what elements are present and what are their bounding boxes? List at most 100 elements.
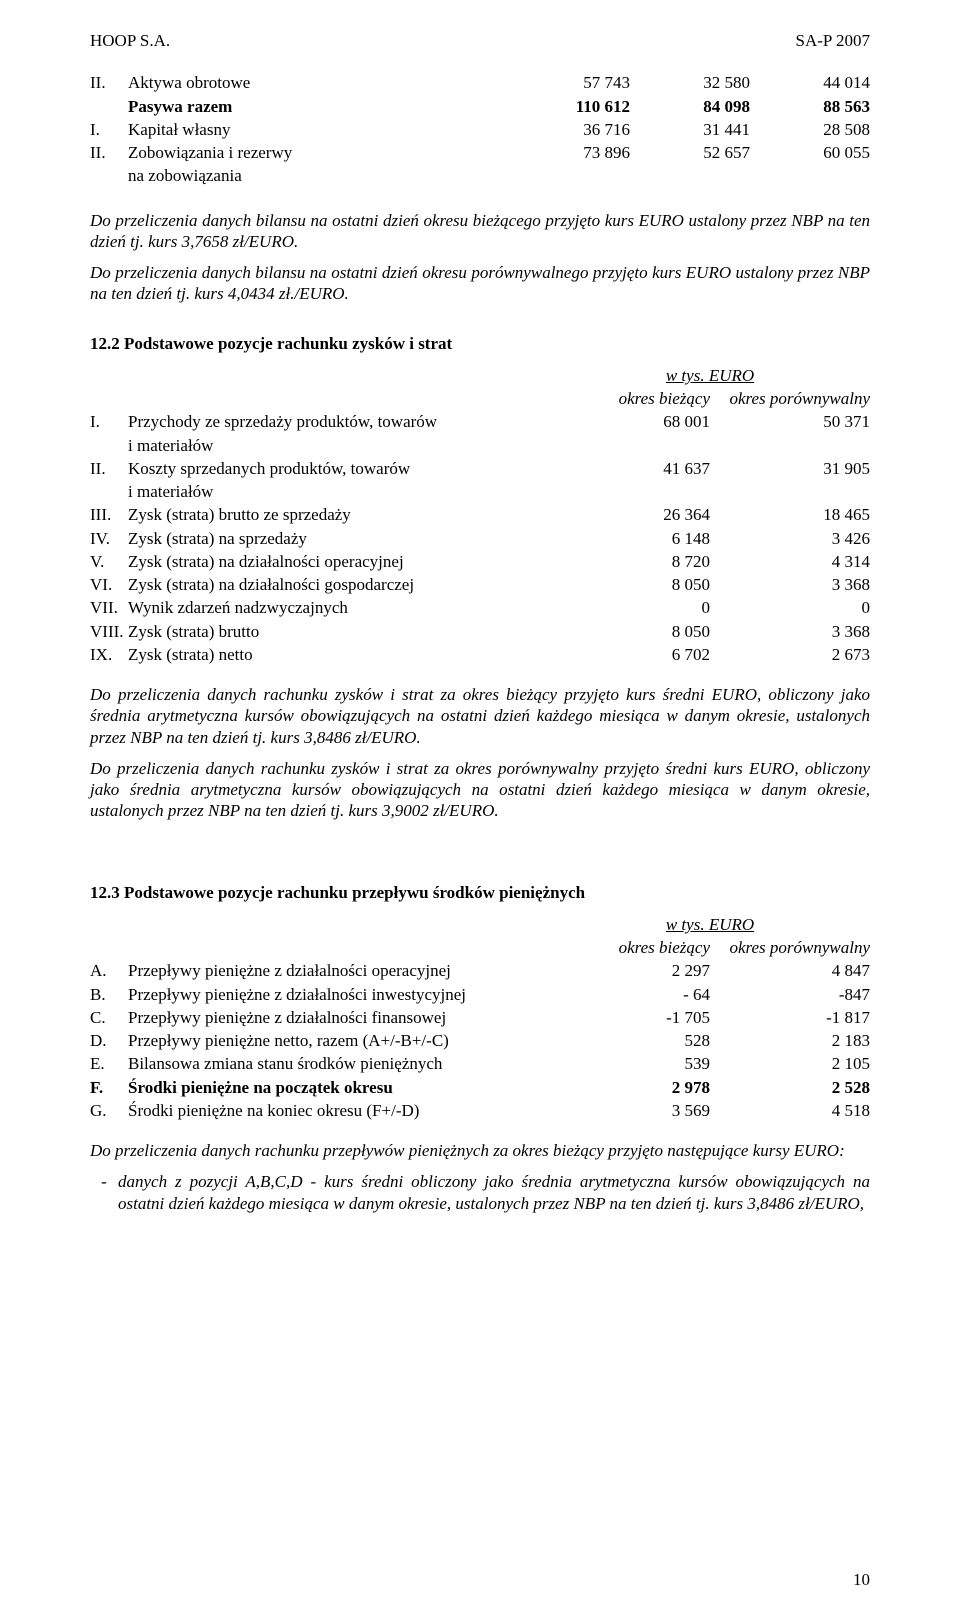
row-val-1: 68 001 [550,410,710,433]
row-number [90,480,128,503]
row-val-2: 3 426 [710,527,870,550]
row-val-1: 57 743 [510,71,630,94]
table-row: C.Przepływy pieniężne z działalności fin… [90,1006,870,1029]
row-val-1: 8 050 [550,573,710,596]
row-number: I. [90,410,128,433]
row-label: Zysk (strata) brutto ze sprzedaży [128,503,550,526]
page: HOOP S.A. SA-P 2007 II.Aktywa obrotowe57… [0,0,960,1620]
row-val-3: 88 563 [750,95,870,118]
row-val-1: 539 [550,1052,710,1075]
row-val-2 [710,434,870,457]
page-header: HOOP S.A. SA-P 2007 [90,30,870,51]
pnl-unit: w tys. EURO [550,364,870,387]
table-row: III.Zysk (strata) brutto ze sprzedaży26 … [90,503,870,526]
row-val-2: 0 [710,596,870,619]
row-val-1: - 64 [550,983,710,1006]
cf-unit: w tys. EURO [550,913,870,936]
row-val-2: 52 657 [630,141,750,164]
row-number [90,164,128,187]
row-label: Koszty sprzedanych produktów, towarów [128,457,550,480]
table-row: i materiałów [90,434,870,457]
dash-icon: - [90,1171,118,1214]
row-val-1 [510,164,630,187]
table-row: na zobowiązania [90,164,870,187]
row-val-2: 50 371 [710,410,870,433]
cashflow-table: w tys. EURO okres bieżący okres porównyw… [90,913,870,1122]
row-val-2: 4 847 [710,959,870,982]
row-val-2: -1 817 [710,1006,870,1029]
row-val-2: 4 518 [710,1099,870,1122]
row-label: Aktywa obrotowe [128,71,510,94]
row-val-1: 2 297 [550,959,710,982]
table-row: I.Kapitał własny36 71631 44128 508 [90,118,870,141]
row-label: Zysk (strata) na działalności gospodarcz… [128,573,550,596]
row-label: i materiałów [128,480,550,503]
row-val-1 [550,480,710,503]
table-row: Pasywa razem110 61284 09888 563 [90,95,870,118]
row-number: VII. [90,596,128,619]
row-val-1: -1 705 [550,1006,710,1029]
row-number: G. [90,1099,128,1122]
header-left: HOOP S.A. [90,30,170,51]
row-val-1 [550,434,710,457]
balance-note-2: Do przeliczenia danych bilansu na ostatn… [90,262,870,305]
row-val-2: 3 368 [710,620,870,643]
section-12-3-title: 12.3 Podstawowe pozycje rachunku przepły… [90,882,870,903]
balance-table: II.Aktywa obrotowe57 74332 58044 014Pasy… [90,71,870,187]
cf-note-bullet: danych z pozycji A,B,C,D - kurs średni o… [118,1171,870,1214]
row-val-1: 110 612 [510,95,630,118]
cf-note-intro: Do przeliczenia danych rachunku przepływ… [90,1140,870,1161]
table-row: II.Zobowiązania i rezerwy73 89652 65760 … [90,141,870,164]
row-number: IV. [90,527,128,550]
row-label: Zysk (strata) netto [128,643,550,666]
row-number: E. [90,1052,128,1075]
table-row: I.Przychody ze sprzedaży produktów, towa… [90,410,870,433]
row-number: I. [90,118,128,141]
pnl-table: w tys. EURO okres bieżący okres porównyw… [90,364,870,666]
row-val-1: 8 050 [550,620,710,643]
row-val-1: 26 364 [550,503,710,526]
row-number: II. [90,457,128,480]
col-porown: okres porównywalny [710,387,870,410]
row-val-2: 18 465 [710,503,870,526]
table-row: II.Aktywa obrotowe57 74332 58044 014 [90,71,870,94]
table-row: G.Środki pieniężne na koniec okresu (F+/… [90,1099,870,1122]
row-val-1: 8 720 [550,550,710,573]
row-val-2: 31 905 [710,457,870,480]
row-number: A. [90,959,128,982]
row-val-1: 73 896 [510,141,630,164]
row-val-2: 2 528 [710,1076,870,1099]
row-val-3: 44 014 [750,71,870,94]
row-number: B. [90,983,128,1006]
table-row: VIII.Zysk (strata) brutto8 0503 368 [90,620,870,643]
cf-col-porown: okres porównywalny [710,936,870,959]
row-label: Pasywa razem [128,95,510,118]
row-number: III. [90,503,128,526]
row-label: Środki pieniężne na koniec okresu (F+/-D… [128,1099,550,1122]
row-number: VIII. [90,620,128,643]
row-label: Zysk (strata) na sprzedaży [128,527,550,550]
table-row: VI.Zysk (strata) na działalności gospoda… [90,573,870,596]
cf-unit-row: w tys. EURO [90,913,870,936]
cf-col-biezacy: okres bieżący [550,936,710,959]
row-number: F. [90,1076,128,1099]
balance-note-1: Do przeliczenia danych bilansu na ostatn… [90,210,870,253]
table-row: i materiałów [90,480,870,503]
row-val-2: 4 314 [710,550,870,573]
row-number [90,95,128,118]
table-row: D.Przepływy pieniężne netto, razem (A+/-… [90,1029,870,1052]
row-val-1: 6 148 [550,527,710,550]
row-val-3: 28 508 [750,118,870,141]
row-label: Przepływy pieniężne netto, razem (A+/-B+… [128,1029,550,1052]
pnl-note-1: Do przeliczenia danych rachunku zysków i… [90,684,870,748]
row-label: Przychody ze sprzedaży produktów, towaró… [128,410,550,433]
row-val-1: 6 702 [550,643,710,666]
row-label: i materiałów [128,434,550,457]
row-number: IX. [90,643,128,666]
row-label: Zysk (strata) brutto [128,620,550,643]
row-val-2: 3 368 [710,573,870,596]
row-val-1: 36 716 [510,118,630,141]
table-row: V.Zysk (strata) na działalności operacyj… [90,550,870,573]
pnl-note-2: Do przeliczenia danych rachunku zysków i… [90,758,870,822]
header-right: SA-P 2007 [796,30,870,51]
